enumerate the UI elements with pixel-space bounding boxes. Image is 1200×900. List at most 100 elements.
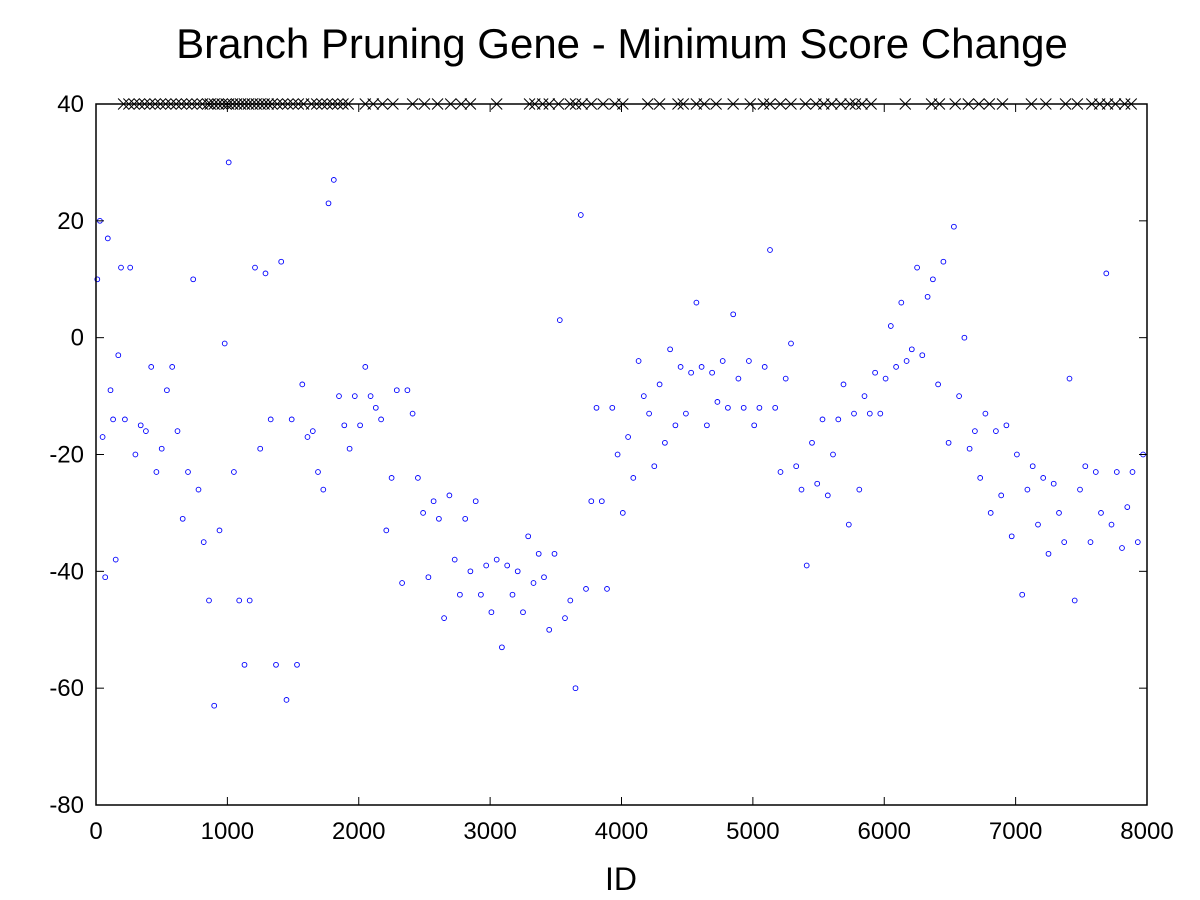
data-point [436,515,442,522]
data-point [919,352,926,359]
data-point [630,475,637,481]
data-point [446,492,453,499]
data-point [325,200,332,207]
data-point [1003,422,1010,429]
data-point [174,428,181,434]
data-point [378,416,384,423]
data-point [493,556,500,563]
data-point [609,404,616,411]
data-point [362,364,369,370]
data-point [179,515,186,522]
data-point [903,358,910,364]
data-point [1024,486,1031,493]
data-point [835,416,842,423]
data-point [1019,591,1026,598]
data-point [924,293,931,300]
data-point [1071,597,1078,604]
plot-area [94,98,1146,709]
data-point [383,527,390,534]
data-point [756,404,763,411]
data-point [273,661,279,668]
data-point [577,212,584,218]
data-point [1087,539,1094,545]
data-point [115,352,122,359]
data-point [856,486,863,493]
data-point [520,609,526,616]
data-point [451,556,458,563]
data-point [767,247,773,253]
data-point [788,340,794,347]
data-point [987,510,994,516]
data-point [793,463,800,470]
data-point [478,591,484,598]
data-point [893,364,899,370]
data-point [409,410,416,417]
data-point [1119,545,1125,551]
data-point [415,475,421,481]
data-point [236,597,243,604]
data-point [551,550,558,557]
data-point [351,393,358,399]
data-point [851,410,857,417]
data-point [393,387,400,394]
data-point [556,317,563,323]
data-point [357,422,363,429]
data-point [803,562,810,569]
data-point [102,574,109,581]
data-point [231,469,237,475]
data-point [420,510,426,516]
data-point [430,498,437,505]
data-point [1061,539,1068,545]
data-point [388,475,395,481]
data-point [467,568,474,575]
data-point [845,521,852,528]
data-point [257,445,264,452]
data-point [299,381,306,388]
data-point [504,562,511,569]
data-point [887,323,894,329]
data-point [132,451,139,458]
axes: 0 1000 2000 3000 4000 5000 6000 7000 8000 -80 -60 -… [49,91,1173,845]
data-point [861,393,868,399]
data-point [404,387,411,394]
data-point [761,364,768,370]
data-point [336,393,342,399]
data-point [693,299,700,306]
data-point [656,381,663,388]
data-point [143,428,149,434]
chart-title: Branch Pruning Gene - Minimum Score Chan… [176,20,1068,67]
data-point [211,702,218,709]
data-point [725,404,731,411]
data-point [127,264,134,271]
data-point [798,486,805,493]
data-point [830,451,836,458]
data-point [112,556,119,563]
data-point [148,364,155,370]
y-tick-label: -40 [49,558,84,585]
data-point [662,439,668,446]
data-point [1082,463,1089,470]
x-tick-label: 3000 [463,818,516,845]
x-tick-label: 0 [89,818,102,845]
data-point [562,615,568,621]
data-point [667,346,673,353]
data-point [346,445,353,452]
data-point [457,591,463,598]
data-point [1108,521,1115,528]
data-point [1066,375,1073,382]
data-point [583,586,589,592]
data-point [977,475,984,481]
data-point [1103,270,1110,277]
data-point [104,235,111,242]
data-point [930,276,936,283]
data-point [1092,469,1099,475]
x-tick-label: 6000 [858,818,911,845]
data-point [993,428,999,434]
data-point [782,375,789,382]
data-point [956,393,962,399]
data-point [1056,510,1062,516]
data-point [158,445,165,452]
data-point [472,498,479,505]
data-point [206,597,212,604]
